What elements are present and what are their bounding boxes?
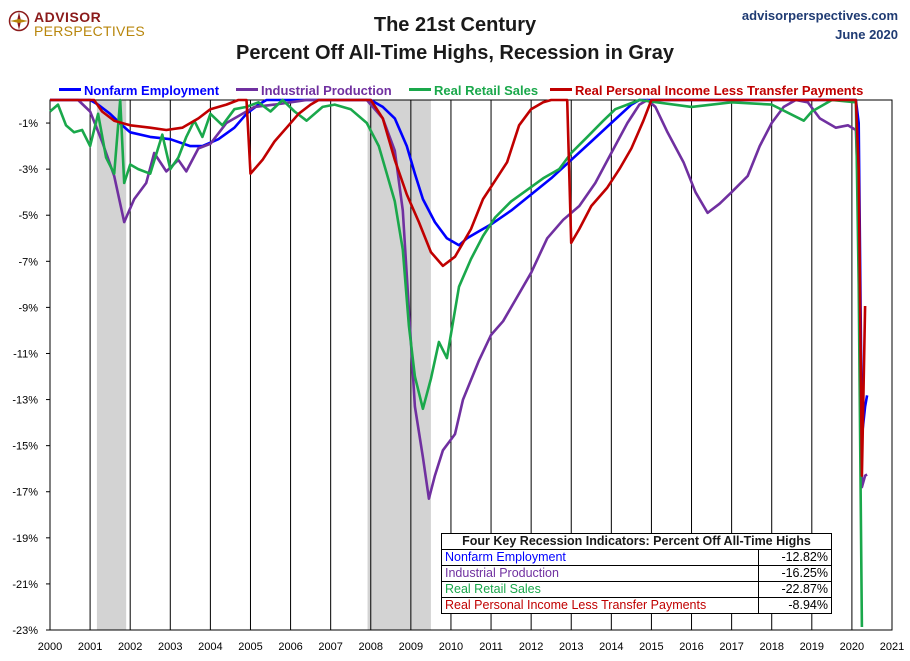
legend-label-income: Real Personal Income Less Transfer Payme… [575, 83, 864, 98]
x-tick-label: 2016 [679, 641, 703, 653]
table-header: Four Key Recession Indicators: Percent O… [441, 533, 832, 550]
series-line-income [50, 98, 867, 477]
y-tick-label: -7% [18, 256, 38, 268]
logo-word-advisor: ADVISOR [34, 9, 102, 25]
x-tick-label: 2014 [599, 641, 623, 653]
legend-swatch-retail [409, 88, 431, 92]
x-tick-label: 2015 [639, 641, 663, 653]
y-tick-label: -23% [12, 625, 38, 637]
legend-item-employment: Nonfarm Employment [59, 83, 219, 101]
y-tick-label: -13% [12, 395, 38, 407]
logo-word-perspectives: PERSPECTIVES [34, 23, 145, 39]
y-tick-label: -21% [12, 579, 38, 591]
indicator-summary-table: Four Key Recession Indicators: Percent O… [441, 533, 832, 614]
y-tick-label: -9% [18, 302, 38, 314]
x-tick-label: 2005 [238, 641, 262, 653]
recession-band [96, 100, 127, 630]
series-line-retail [49, 98, 864, 628]
table-row-value: -12.82% [758, 549, 832, 566]
x-tick-label: 2011 [479, 641, 503, 653]
plot-frame [49, 99, 893, 631]
legend-item-income: Real Personal Income Less Transfer Payme… [550, 83, 863, 101]
x-tick-label: 2008 [359, 641, 383, 653]
x-tick-label: 2006 [278, 641, 302, 653]
table-row-label: Industrial Production [441, 565, 759, 582]
table-row: Real Retail Sales -22.87% [441, 581, 832, 598]
x-tick-label: 2001 [78, 641, 102, 653]
chart-title: The 21st Century [373, 14, 537, 36]
logo: ADVISOR PERSPECTIVES [8, 8, 145, 39]
x-tick-label: 2019 [800, 641, 824, 653]
table-header-row: Four Key Recession Indicators: Percent O… [441, 533, 832, 550]
x-tick-label: 2009 [399, 641, 423, 653]
table-row-label: Real Retail Sales [441, 581, 759, 598]
table-row-value: -16.25% [758, 565, 832, 582]
table-row: Nonfarm Employment -12.82% [441, 549, 832, 566]
series-line-employment [50, 98, 869, 438]
y-tick-label: -11% [13, 348, 38, 360]
table-row-value: -22.87% [758, 581, 832, 598]
site-url: advisorperspectives.com [741, 8, 898, 23]
x-tick-label: 2021 [880, 641, 904, 653]
legend-label-industrial: Industrial Production [261, 83, 392, 98]
x-tick-label: 2020 [840, 641, 864, 653]
legend-swatch-income [550, 88, 572, 92]
table-row-value: -8.94% [758, 597, 832, 614]
table-row: Industrial Production -16.25% [441, 565, 832, 582]
y-tick-label: -17% [12, 487, 38, 499]
x-tick-label: 2013 [559, 641, 583, 653]
series-line-industrial [50, 98, 868, 500]
x-tick-label: 2017 [719, 641, 743, 653]
y-tick-label: -3% [18, 164, 38, 176]
x-tick-label: 2012 [519, 641, 543, 653]
x-tick-label: 2007 [318, 641, 342, 653]
y-tick-label: -5% [18, 210, 38, 222]
x-tick-label: 2000 [38, 641, 62, 653]
chart-subtitle: Percent Off All-Time Highs, Recession in… [236, 42, 674, 64]
y-tick-label: -15% [12, 441, 38, 453]
x-tick-label: 2003 [158, 641, 182, 653]
x-tick-label: 2018 [759, 641, 783, 653]
legend-item-retail: Real Retail Sales [409, 83, 538, 101]
publish-date: June 2020 [835, 27, 898, 42]
legend-label-employment: Nonfarm Employment [84, 83, 220, 98]
x-tick-label: 2010 [439, 641, 463, 653]
table-row-label: Real Personal Income Less Transfer Payme… [441, 597, 759, 614]
legend-swatch-industrial [236, 88, 258, 92]
y-tick-label: -19% [12, 533, 38, 545]
x-tick-label: 2004 [198, 641, 222, 653]
legend-label-retail: Real Retail Sales [434, 83, 539, 98]
legend: Nonfarm Employment Industrial Production… [0, 83, 910, 101]
legend-swatch-employment [59, 88, 81, 92]
legend-item-industrial: Industrial Production [236, 83, 392, 101]
table-row-label: Nonfarm Employment [441, 549, 759, 566]
table-row: Real Personal Income Less Transfer Payme… [441, 597, 832, 614]
logo-compass-icon [8, 10, 30, 32]
x-tick-label: 2002 [118, 641, 142, 653]
y-tick-label: -1% [18, 118, 38, 130]
